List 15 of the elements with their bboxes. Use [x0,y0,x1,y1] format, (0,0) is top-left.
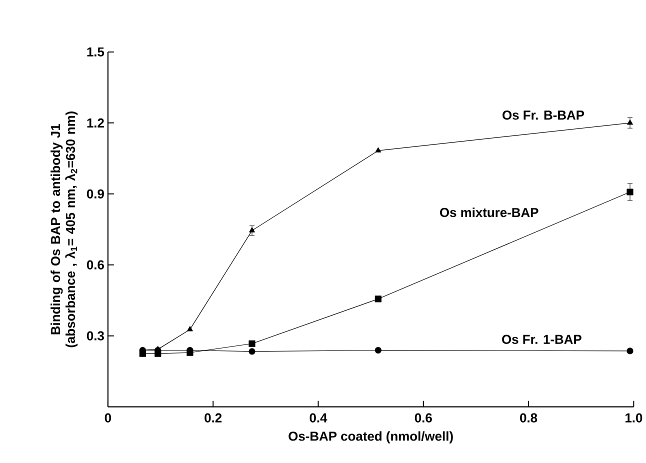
x-tick-label: 0.4 [310,413,328,423]
y-tick-label: 0.3 [86,331,104,341]
x-axis-title: Os-BAP coated (nmol/well) [288,431,453,444]
x-tick-label: 1.0 [626,413,642,423]
series-label: Os mixture-BAP [440,208,538,218]
series-label: Os Fr. 1-BAP [502,334,582,344]
y-tick-label: 1.5 [87,48,104,57]
y-tick-label: 1.2 [87,118,104,128]
x-tick-label: 0 [104,413,112,423]
y-tick-label: 0.9 [86,189,104,199]
series-label: Os Fr. B-BAP [502,110,584,120]
x-tick-label: 0.2 [204,413,222,423]
x-tick-label: 0.8 [520,413,538,423]
x-tick-label: 0.6 [414,413,432,423]
y-tick-label: 0.6 [86,260,104,270]
